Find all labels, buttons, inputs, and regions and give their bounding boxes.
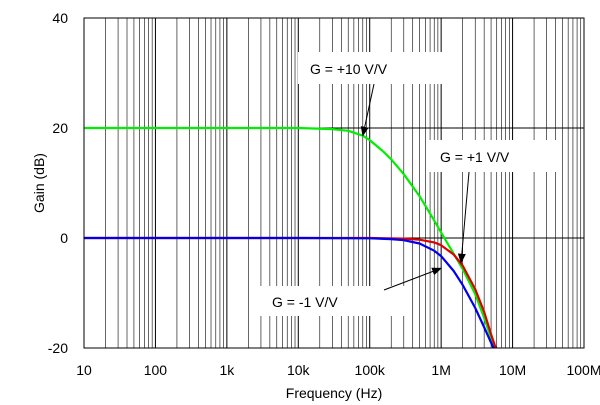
y-tick-label: 20 (52, 120, 68, 136)
y-tick-label: 0 (60, 230, 68, 246)
annotation-box (298, 52, 448, 84)
annotation-box (428, 140, 562, 172)
annotation-label: G = +10 V/V (310, 61, 388, 77)
y-tick-label: 40 (52, 10, 68, 26)
x-tick-label: 100k (355, 362, 386, 378)
annotation-label: G = +1 V/V (440, 149, 510, 165)
annotation-gain-10: G = +10 V/V (298, 52, 448, 137)
y-tick-label: -20 (48, 340, 68, 356)
annotation-arrow (383, 267, 443, 291)
x-tick-label: 10 (76, 362, 92, 378)
plot-border (83, 17, 585, 349)
annotation-gain-minus-1: G = -1 V/V (260, 267, 443, 316)
series-line-gain-minus-1 (84, 236, 495, 349)
x-tick-label: 10k (287, 362, 311, 378)
x-tick-label: 1M (431, 362, 450, 378)
tick-labels: 10 100 1k 10k 100k 1M 10M 100M -20 0 20 40 (48, 10, 600, 378)
x-tick-label: 1k (219, 362, 235, 378)
annotation-box (260, 286, 410, 316)
annotation-arrow (457, 171, 470, 264)
x-tick-label: 100M (566, 362, 600, 378)
x-tick-label: 10M (499, 362, 526, 378)
x-axis-title: Frequency (Hz) (286, 385, 382, 401)
annotations: G = +10 V/V G = +1 V/V G = -1 V/V (260, 52, 562, 316)
series-group (84, 126, 497, 349)
series-line-gain-10 (84, 126, 496, 349)
annotation-gain-1: G = +1 V/V (428, 140, 562, 264)
annotation-arrow (360, 83, 375, 137)
x-tick-label: 100 (144, 362, 168, 378)
y-axis-title: Gain (dB) (31, 153, 47, 213)
annotation-label: G = -1 V/V (272, 294, 338, 310)
